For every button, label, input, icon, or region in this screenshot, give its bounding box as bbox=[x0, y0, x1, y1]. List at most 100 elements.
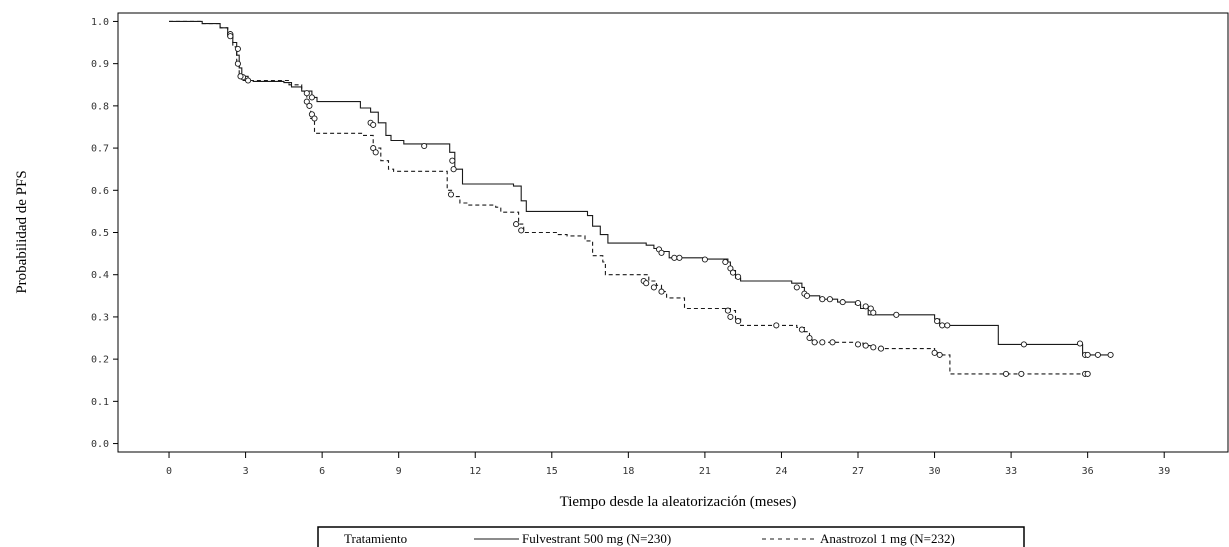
censor-mark-fulvestrant bbox=[870, 309, 877, 316]
censor-mark-anastrozol bbox=[735, 318, 742, 325]
censor-mark-fulvestrant bbox=[449, 157, 456, 164]
legend-label-anastrozol: Anastrozol 1 mg (N=232) bbox=[820, 531, 955, 546]
censor-mark-fulvestrant bbox=[676, 254, 683, 261]
censor-mark-anastrozol bbox=[727, 313, 734, 320]
x-tick-label: 18 bbox=[622, 466, 634, 477]
censor-mark-fulvestrant bbox=[729, 269, 737, 276]
x-tick-label: 0 bbox=[166, 466, 172, 477]
censor-mark-anastrozol bbox=[854, 341, 862, 348]
censor-mark-anastrozol bbox=[237, 73, 244, 80]
y-tick-label: 0.8 bbox=[91, 101, 109, 112]
censor-mark-fulvestrant bbox=[1084, 351, 1091, 358]
censor-mark-fulvestrant bbox=[862, 303, 869, 310]
x-tick-label: 30 bbox=[929, 466, 941, 477]
legend-box bbox=[317, 526, 1025, 547]
censor-mark-anastrozol bbox=[1084, 370, 1091, 377]
censor-mark-fulvestrant bbox=[939, 322, 946, 329]
censor-mark-fulvestrant bbox=[1107, 351, 1114, 358]
censor-mark-anastrozol bbox=[234, 60, 241, 67]
censor-mark-fulvestrant bbox=[671, 254, 678, 261]
y-tick-label: 1.0 bbox=[91, 17, 109, 28]
censor-mark-fulvestrant bbox=[727, 265, 734, 272]
censor-mark-anastrozol bbox=[306, 102, 313, 109]
censor-mark-anastrozol bbox=[308, 111, 315, 118]
censor-mark-anastrozol bbox=[811, 339, 818, 346]
censor-mark-anastrozol bbox=[1002, 370, 1010, 377]
censor-mark-anastrozol bbox=[518, 227, 525, 234]
censor-mark-anastrozol bbox=[806, 334, 813, 342]
y-tick-label: 0.7 bbox=[91, 144, 109, 155]
censor-mark-fulvestrant bbox=[1076, 340, 1084, 347]
censor-mark-fulvestrant bbox=[735, 273, 742, 280]
censor-mark-fulvestrant bbox=[308, 94, 315, 101]
censor-mark-anastrozol bbox=[513, 221, 520, 228]
censor-mark-anastrozol bbox=[819, 339, 826, 346]
x-tick-label: 36 bbox=[1082, 466, 1094, 477]
plot-frame bbox=[117, 12, 1229, 453]
x-tick-label: 39 bbox=[1158, 466, 1170, 477]
x-tick-label: 33 bbox=[1005, 466, 1017, 477]
censor-mark-anastrozol bbox=[643, 280, 650, 287]
censor-mark-anastrozol bbox=[311, 115, 318, 122]
y-axis: 0.0 0.1 0.2 0.3 0.4 0.5 0.6 0.7 0.8 0.9 1.0 bbox=[91, 17, 118, 450]
y-tick-label: 0.0 bbox=[91, 439, 109, 450]
censor-mark-anastrozol bbox=[372, 149, 379, 156]
censor-mark-fulvestrant bbox=[944, 322, 951, 329]
censor-mark-anastrozol bbox=[862, 342, 869, 349]
censor-mark-fulvestrant bbox=[1020, 341, 1027, 348]
censor-mark-fulvestrant bbox=[701, 256, 708, 263]
x-tick-label: 24 bbox=[775, 466, 787, 477]
y-axis-title: Probabilidad de PFS bbox=[14, 170, 30, 293]
series-line-anastrozol bbox=[169, 20, 1088, 375]
censor-mark-fulvestrant bbox=[1094, 351, 1101, 358]
censor-mark-anastrozol bbox=[303, 98, 310, 105]
censor-mark-fulvestrant bbox=[893, 311, 900, 318]
x-axis: 0 3 6 9 12 15 18 21 24 27 30 33 36 39 bbox=[166, 452, 1170, 477]
y-tick-label: 0.4 bbox=[91, 270, 109, 281]
censor-mark-anastrozol bbox=[227, 33, 234, 40]
x-tick-label: 3 bbox=[243, 466, 249, 477]
censor-mark-fulvestrant bbox=[722, 258, 729, 266]
x-tick-label: 21 bbox=[699, 466, 711, 477]
y-tick-label: 0.6 bbox=[91, 186, 109, 197]
censor-mark-anastrozol bbox=[877, 345, 885, 352]
censor-mark-anastrozol bbox=[773, 322, 780, 329]
censor-mark-anastrozol bbox=[936, 351, 943, 358]
censor-mark-fulvestrant bbox=[934, 318, 941, 325]
censor-mark-anastrozol bbox=[931, 349, 938, 356]
x-tick-label: 6 bbox=[319, 466, 325, 477]
censor-mark-fulvestrant bbox=[793, 284, 800, 291]
legend-title: Tratamiento bbox=[344, 531, 407, 546]
y-tick-label: 0.3 bbox=[91, 312, 109, 323]
x-tick-label: 12 bbox=[469, 466, 481, 477]
censor-mark-anastrozol bbox=[870, 344, 877, 351]
y-tick-label: 0.2 bbox=[91, 355, 109, 366]
censor-mark-fulvestrant bbox=[245, 77, 252, 84]
censor-marks-layer bbox=[227, 31, 1114, 377]
censor-mark-anastrozol bbox=[650, 284, 657, 291]
censor-mark-fulvestrant bbox=[658, 249, 665, 256]
censor-mark-fulvestrant bbox=[826, 296, 833, 303]
censor-mark-anastrozol bbox=[829, 339, 836, 346]
censor-mark-anastrozol bbox=[658, 288, 665, 295]
series-layer bbox=[169, 20, 1109, 375]
x-axis-title: Tiempo desde la aleatorización (meses) bbox=[560, 494, 797, 510]
y-tick-label: 0.9 bbox=[91, 59, 109, 70]
censor-mark-anastrozol bbox=[724, 307, 731, 314]
y-tick-label: 0.5 bbox=[91, 228, 109, 239]
censor-mark-fulvestrant bbox=[421, 142, 428, 150]
censor-mark-fulvestrant bbox=[370, 121, 377, 128]
censor-mark-fulvestrant bbox=[450, 166, 457, 173]
censor-mark-fulvestrant bbox=[303, 90, 310, 97]
legend-label-fulvestrant: Fulvestrant 500 mg (N=230) bbox=[522, 531, 671, 546]
censor-mark-anastrozol bbox=[447, 191, 455, 198]
x-tick-label: 27 bbox=[852, 466, 864, 477]
censor-mark-fulvestrant bbox=[854, 299, 862, 307]
censor-mark-anastrozol bbox=[798, 326, 805, 333]
x-tick-label: 9 bbox=[396, 466, 402, 477]
censor-mark-fulvestrant bbox=[803, 292, 811, 299]
censor-mark-anastrozol bbox=[1018, 370, 1025, 377]
legend: Tratamiento Fulvestrant 500 mg (N=230) A… bbox=[317, 526, 1025, 547]
censor-mark-fulvestrant bbox=[234, 45, 241, 52]
